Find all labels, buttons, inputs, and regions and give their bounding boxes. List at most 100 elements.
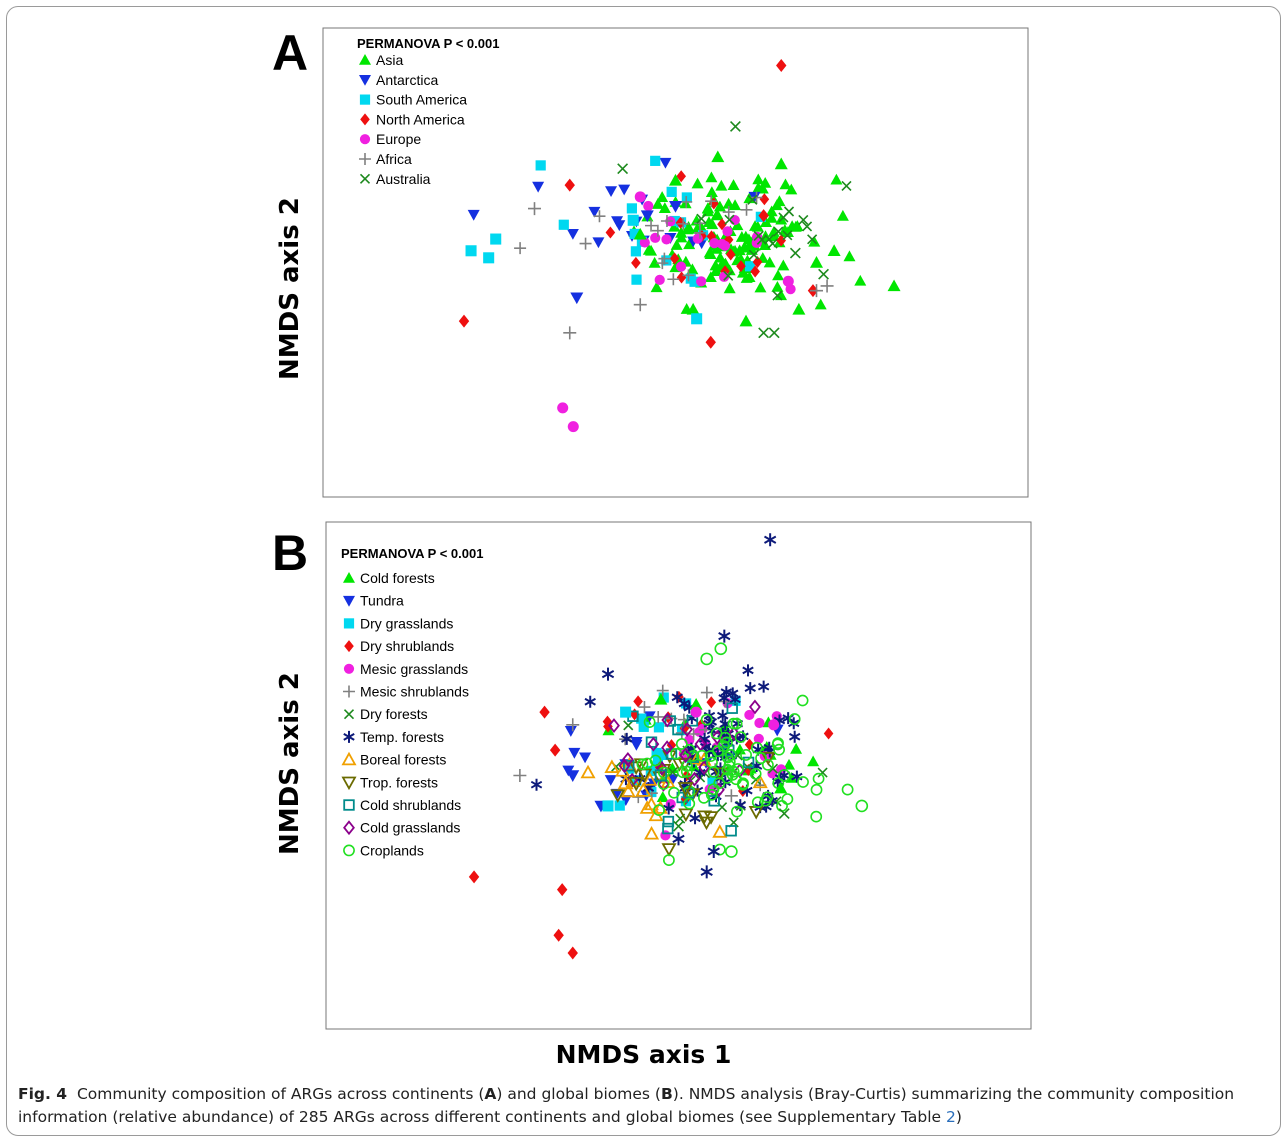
point-africa (680, 195, 693, 208)
point-europe (675, 261, 687, 272)
point-dry-grasslands (636, 713, 647, 724)
point-temp-forests (757, 680, 770, 693)
point-trop-forests (628, 777, 645, 792)
point-asia (648, 256, 661, 268)
point-asia (704, 248, 717, 260)
legend-marker-africa (359, 153, 371, 165)
point-cold-forests (807, 755, 820, 767)
point-africa (660, 215, 673, 228)
point-cold-forests (774, 781, 788, 794)
point-australia (772, 290, 783, 301)
point-croplands (707, 783, 720, 796)
point-cold-grasslands (661, 712, 674, 728)
point-croplands (797, 776, 809, 788)
point-tundra (579, 752, 592, 764)
point-dry-shrublands (666, 739, 677, 752)
point-africa (514, 242, 527, 255)
point-mesic-grasslands (660, 830, 671, 841)
point-cold-shrublands (708, 795, 720, 807)
point-asia (814, 298, 827, 310)
point-trop-forests (712, 767, 728, 781)
point-cold-forests (654, 692, 668, 705)
point-australia (841, 180, 852, 192)
point-croplands (841, 783, 854, 796)
point-europe (729, 214, 740, 226)
point-south-america (661, 255, 672, 266)
point-temp-forests (791, 770, 803, 783)
point-dry-shrublands (556, 883, 568, 897)
point-croplands (687, 750, 699, 762)
point-asia (723, 282, 736, 294)
point-africa (750, 191, 763, 204)
point-asia (650, 281, 663, 293)
point-dry-shrublands (567, 946, 578, 960)
point-croplands (705, 788, 718, 801)
legend-label: Dry shrublands (360, 638, 454, 654)
legend-marker-australia (359, 173, 371, 184)
point-croplands (731, 805, 743, 818)
point-temp-forests (671, 691, 683, 704)
caption-table-link[interactable]: 2 (946, 1108, 956, 1126)
point-temp-forests (744, 682, 756, 695)
point-asia (779, 178, 792, 190)
point-croplands (636, 758, 649, 771)
point-mesic-shrublands (566, 718, 580, 732)
point-temp-forests (621, 732, 633, 745)
point-croplands (680, 765, 693, 778)
point-cold-grasslands (655, 760, 668, 776)
point-asia (775, 289, 788, 301)
point-europe (709, 238, 720, 249)
point-boreal-forests (620, 783, 636, 798)
point-asia (854, 274, 867, 286)
point-africa (579, 237, 592, 250)
legend-marker-cold-shrublands (343, 799, 355, 811)
point-asia (756, 182, 769, 194)
point-antarctica (659, 157, 672, 169)
point-tundra (630, 737, 643, 748)
point-croplands (697, 791, 710, 804)
point-croplands (761, 791, 774, 804)
point-antarctica (566, 228, 579, 240)
legend-marker-north-america (360, 113, 370, 126)
point-australia (801, 221, 813, 232)
legend-label: Tundra (360, 593, 404, 609)
point-asia (781, 226, 794, 237)
point-temp-forests (689, 812, 701, 825)
point-tundra (619, 795, 632, 806)
point-south-america (490, 233, 502, 245)
point-north-america (736, 260, 746, 273)
point-mesic-grasslands (754, 717, 765, 729)
point-australia (768, 327, 780, 339)
point-asia (749, 220, 762, 231)
point-asia (765, 205, 778, 217)
data-points-b (468, 533, 869, 960)
point-north-america (669, 252, 680, 265)
point-mesic-shrublands (687, 727, 700, 740)
point-north-america (776, 234, 786, 247)
point-croplands (649, 754, 662, 767)
legend-title: PERMANOVA P < 0.001 (357, 36, 499, 51)
point-cold-shrublands (662, 815, 675, 828)
point-temp-forests (601, 667, 615, 681)
point-north-america (631, 256, 641, 269)
point-south-america (535, 160, 546, 171)
point-trop-forests (760, 751, 776, 766)
point-temp-forests (678, 697, 691, 710)
point-dry-shrublands (468, 870, 480, 884)
legend-marker-boreal-forests (341, 751, 357, 766)
point-asia (702, 216, 715, 227)
point-north-america (717, 218, 727, 231)
point-north-america (750, 265, 760, 278)
point-asia (701, 202, 714, 213)
legend-label: Cold grasslands (360, 820, 460, 836)
point-croplands (751, 796, 764, 809)
point-boreal-forests (712, 824, 728, 838)
point-dry-grasslands (658, 692, 669, 703)
point-australia (778, 212, 789, 223)
point-south-america (558, 219, 569, 230)
point-croplands (668, 786, 680, 799)
point-europe (722, 226, 733, 237)
point-australia (748, 249, 759, 260)
point-asia (739, 314, 753, 327)
